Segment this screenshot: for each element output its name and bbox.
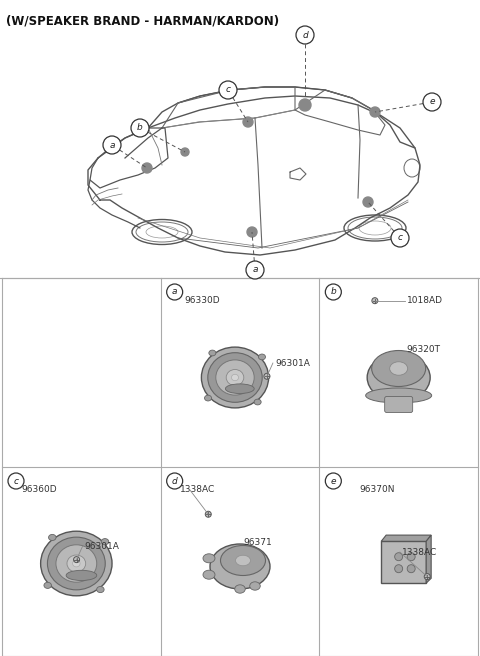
Ellipse shape	[41, 531, 112, 596]
Circle shape	[325, 284, 341, 300]
Ellipse shape	[48, 535, 56, 541]
Text: 1018AD: 1018AD	[407, 296, 443, 305]
Ellipse shape	[203, 554, 215, 563]
Circle shape	[8, 473, 24, 489]
Text: e: e	[429, 98, 435, 106]
Ellipse shape	[67, 555, 86, 572]
Text: c: c	[13, 476, 19, 485]
Circle shape	[407, 553, 415, 561]
Ellipse shape	[208, 353, 262, 402]
Circle shape	[243, 117, 253, 127]
Text: c: c	[397, 234, 403, 243]
Ellipse shape	[258, 354, 265, 359]
Ellipse shape	[101, 539, 109, 544]
Text: b: b	[330, 287, 336, 297]
Ellipse shape	[236, 555, 251, 565]
Ellipse shape	[390, 361, 408, 375]
Text: 96370N: 96370N	[359, 485, 395, 494]
Polygon shape	[381, 541, 426, 583]
Ellipse shape	[235, 584, 245, 593]
Text: a: a	[252, 266, 258, 274]
Circle shape	[219, 81, 237, 99]
Circle shape	[103, 136, 121, 154]
Circle shape	[142, 163, 152, 173]
Circle shape	[372, 298, 378, 304]
Circle shape	[264, 373, 270, 379]
Ellipse shape	[203, 570, 215, 579]
Circle shape	[246, 261, 264, 279]
Circle shape	[370, 107, 380, 117]
Circle shape	[181, 148, 189, 156]
Circle shape	[423, 93, 441, 111]
Circle shape	[205, 511, 211, 517]
Text: c: c	[226, 85, 230, 94]
Ellipse shape	[220, 546, 265, 575]
Ellipse shape	[250, 582, 260, 590]
Text: 96371: 96371	[243, 538, 272, 547]
Text: b: b	[137, 123, 143, 133]
Circle shape	[395, 553, 403, 561]
Ellipse shape	[367, 354, 430, 401]
Ellipse shape	[254, 399, 261, 405]
Ellipse shape	[209, 350, 216, 356]
Ellipse shape	[210, 544, 270, 589]
Ellipse shape	[366, 388, 432, 403]
Circle shape	[395, 565, 403, 573]
Circle shape	[363, 197, 373, 207]
Text: 96301A: 96301A	[84, 542, 120, 551]
Circle shape	[299, 99, 311, 111]
Ellipse shape	[202, 347, 269, 408]
Ellipse shape	[48, 537, 105, 590]
Text: 96360D: 96360D	[21, 485, 57, 494]
Text: 96301A: 96301A	[275, 359, 310, 367]
Circle shape	[247, 227, 257, 237]
Ellipse shape	[216, 360, 254, 395]
FancyBboxPatch shape	[384, 396, 413, 413]
Circle shape	[424, 573, 430, 580]
Ellipse shape	[66, 570, 97, 581]
Ellipse shape	[96, 586, 104, 592]
Text: 1338AC: 1338AC	[402, 548, 437, 556]
Text: a: a	[172, 287, 178, 297]
Text: d: d	[302, 30, 308, 39]
Text: 96330D: 96330D	[184, 296, 220, 305]
Circle shape	[407, 565, 415, 573]
Ellipse shape	[226, 384, 254, 394]
Text: a: a	[109, 140, 115, 150]
Polygon shape	[381, 535, 431, 541]
Text: 96320T: 96320T	[407, 345, 441, 354]
Text: 1338AC: 1338AC	[180, 485, 215, 494]
Circle shape	[391, 229, 409, 247]
Ellipse shape	[231, 375, 239, 380]
Ellipse shape	[204, 395, 212, 401]
Ellipse shape	[226, 369, 244, 386]
Circle shape	[167, 284, 183, 300]
Ellipse shape	[372, 350, 426, 386]
Ellipse shape	[72, 560, 80, 567]
Ellipse shape	[44, 583, 51, 588]
Text: d: d	[172, 476, 178, 485]
Text: (W/SPEAKER BRAND - HARMAN/KARDON): (W/SPEAKER BRAND - HARMAN/KARDON)	[6, 14, 279, 27]
Ellipse shape	[56, 544, 97, 583]
Circle shape	[131, 119, 149, 137]
Text: e: e	[331, 476, 336, 485]
Circle shape	[296, 26, 314, 44]
Polygon shape	[426, 535, 431, 583]
Circle shape	[73, 556, 80, 563]
Circle shape	[167, 473, 183, 489]
Circle shape	[325, 473, 341, 489]
